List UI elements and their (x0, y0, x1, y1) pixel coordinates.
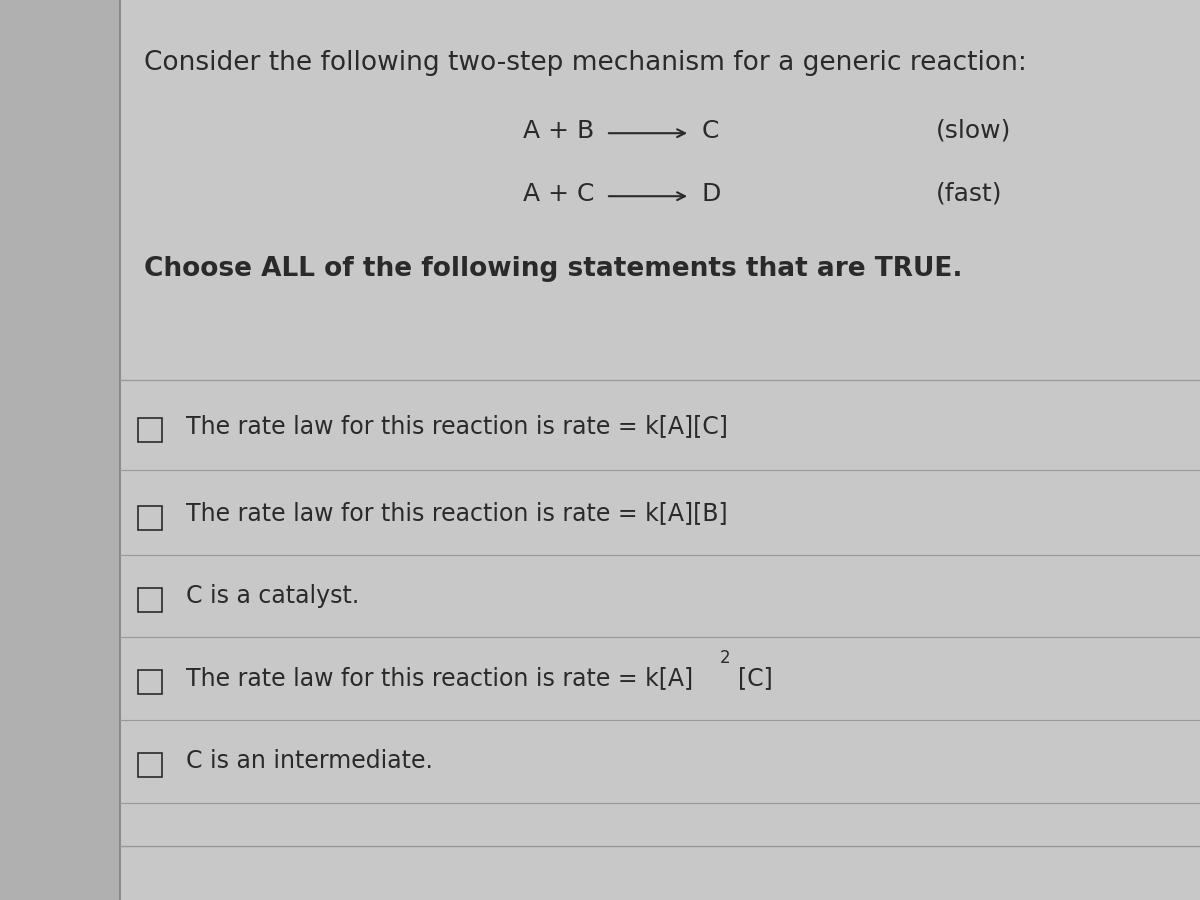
Bar (138, 418, 162, 442)
Text: (slow): (slow) (936, 119, 1012, 143)
Bar (138, 589, 162, 612)
Bar (0, 0, 120, 900)
Text: The rate law for this reaction is rate = k[A]: The rate law for this reaction is rate =… (186, 666, 694, 689)
Text: (fast): (fast) (936, 182, 1002, 206)
Text: D: D (702, 182, 721, 206)
Bar (138, 506, 162, 529)
Text: C is a catalyst.: C is a catalyst. (186, 584, 359, 608)
Text: The rate law for this reaction is rate = k[A][B]: The rate law for this reaction is rate =… (186, 501, 727, 525)
Bar (138, 753, 162, 777)
Text: Consider the following two-step mechanism for a generic reaction:: Consider the following two-step mechanis… (144, 50, 1027, 76)
Text: Choose ALL of the following statements that are TRUE.: Choose ALL of the following statements t… (144, 256, 962, 283)
Text: C: C (702, 119, 719, 143)
Text: C is an intermediate.: C is an intermediate. (186, 749, 433, 772)
Text: [C]: [C] (738, 666, 773, 689)
Text: A + B: A + B (523, 119, 594, 143)
Text: The rate law for this reaction is rate = k[A][C]: The rate law for this reaction is rate =… (186, 414, 728, 437)
Text: 2: 2 (720, 649, 731, 667)
Bar (138, 670, 162, 694)
Text: A + C: A + C (523, 182, 594, 206)
